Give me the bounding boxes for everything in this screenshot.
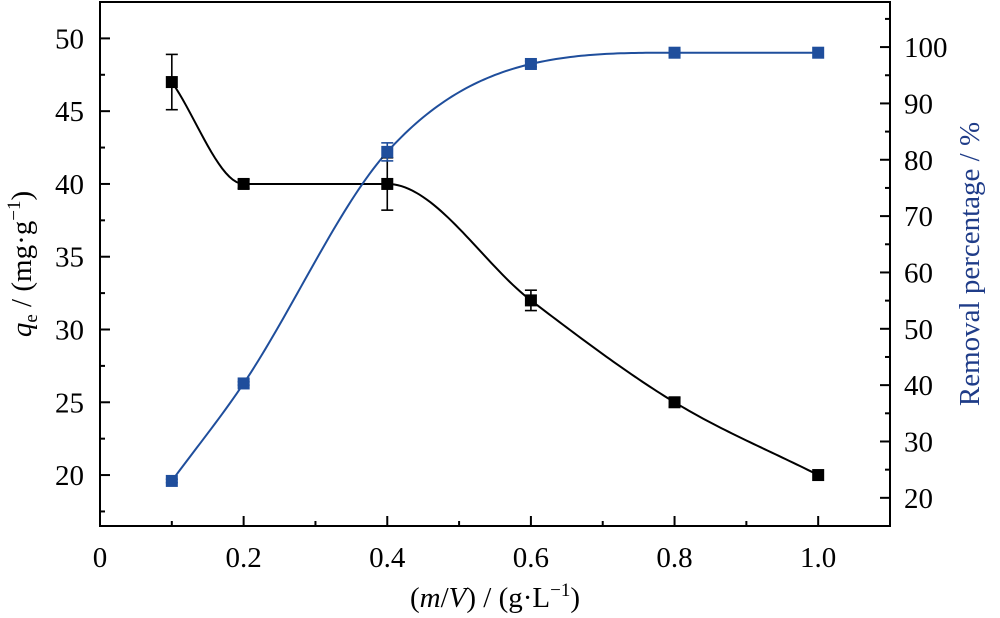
data-point-removal [165,474,178,487]
data-point-removal [668,46,681,59]
right-y-tick-label: 70 [904,201,933,233]
left-y-axis-title-sup: −1 [4,201,25,221]
x-tick-label: 0.4 [369,542,406,574]
plot-frame [99,1,891,527]
left-y-tick-label: 25 [55,387,84,419]
left-y-tick-label: 35 [55,242,84,274]
right-y-tick-label: 50 [904,314,933,346]
right-y-tick-label: 20 [904,483,933,515]
x-axis-title-m: m [420,582,441,614]
right-y-tick-label: 40 [904,370,933,402]
data-point-removal [237,377,250,390]
data-point-qe [381,177,394,190]
x-axis-title: (m/V) / (g·L−1) [410,580,580,614]
data-point-removal [524,57,537,70]
x-tick-label: 1.0 [800,542,836,574]
data-point-qe [237,177,250,190]
left-y-tick-label: 40 [55,169,84,201]
data-point-qe [165,76,178,89]
data-point-removal [812,46,825,59]
left-y-tick-label: 45 [55,96,84,128]
x-tick-label: 0 [93,542,108,574]
right-y-axis-ticks: 20 30 40 50 60 70 80 90 100 [880,17,948,515]
right-y-axis-title: Removal percentage / % [954,122,986,406]
x-axis-title-open: ( [410,582,420,614]
right-y-tick-label: 100 [904,32,948,64]
data-point-qe [812,469,825,482]
right-y-tick-label: 30 [904,426,933,458]
x-tick-label: 0.6 [513,542,549,574]
left-y-axis-title-sub: e [21,314,42,322]
left-y-tick-label: 20 [55,460,84,492]
fit-curves [170,51,819,482]
data-point-removal [381,145,394,158]
left-y-tick-label: 50 [55,23,84,55]
right-y-tick-label: 90 [904,88,933,120]
data-point-qe [524,294,537,307]
fit-curve-qe [170,81,819,476]
fit-curve-removal [171,51,819,482]
left-y-axis-title-q: q [6,323,38,338]
x-axis-title-rest: ) / (g·L [466,582,550,614]
left-y-axis-title-rest: / (mg·g [6,221,38,314]
x-tick-label: 0.2 [226,542,262,574]
x-axis-title-sup: −1 [550,580,570,601]
left-y-axis-title: qe / (mg·g−1) [4,191,42,337]
x-axis-title-slash: / [441,582,450,614]
left-y-axis-ticks: 20 25 30 35 40 45 50 [55,23,110,513]
right-y-tick-label: 60 [904,257,933,289]
x-axis-ticks: 0 0.2 0.4 0.6 0.8 1.0 [93,516,891,574]
data-point-qe [668,396,681,409]
x-axis-title-v: V [449,582,470,614]
x-axis-title-close: ) [570,582,580,614]
data-marks [165,46,825,487]
left-y-axis-title-close: ) [6,191,38,201]
x-tick-label: 0.8 [656,542,692,574]
right-y-tick-label: 80 [904,145,933,177]
left-y-tick-label: 30 [55,315,84,347]
